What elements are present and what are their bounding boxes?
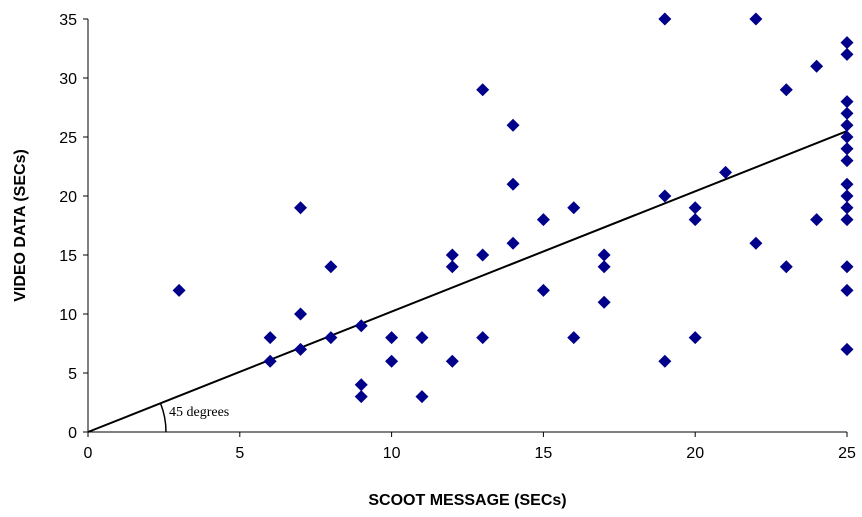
data-point xyxy=(840,260,854,274)
data-point xyxy=(840,342,854,356)
x-axis-title: SCOOT MESSAGE (SECs) xyxy=(368,492,566,509)
data-point xyxy=(779,260,793,274)
data-point xyxy=(840,142,854,156)
y-tick-label: 30 xyxy=(59,71,77,88)
x-tick-label: 0 xyxy=(84,445,93,462)
data-point xyxy=(445,248,459,262)
data-point xyxy=(445,260,459,274)
data-point xyxy=(658,354,672,368)
data-point xyxy=(749,236,763,250)
x-axis-ticks: 0 5 10 15 20 25 xyxy=(84,432,856,462)
data-point xyxy=(658,189,672,203)
y-tick-label: 15 xyxy=(59,248,77,265)
data-point xyxy=(688,331,702,345)
reference-line xyxy=(87,130,848,433)
y-tick-label: 0 xyxy=(68,425,77,442)
data-point xyxy=(840,47,854,61)
y-axis-title: VIDEO DATA (SECs) xyxy=(12,149,29,302)
data-point xyxy=(840,177,854,191)
data-point xyxy=(840,95,854,109)
y-tick-label: 35 xyxy=(59,12,77,29)
data-point xyxy=(840,213,854,227)
data-point xyxy=(445,354,459,368)
y-tick-label: 5 xyxy=(68,366,77,383)
data-point xyxy=(597,248,611,262)
y-axis-ticks: 0 5 10 15 20 25 30 35 xyxy=(59,12,88,442)
data-point xyxy=(840,201,854,215)
data-point xyxy=(840,283,854,297)
data-point xyxy=(415,390,429,404)
data-point xyxy=(688,213,702,227)
data-point xyxy=(354,390,368,404)
data-point xyxy=(840,130,854,144)
y-tick-label: 20 xyxy=(59,189,77,206)
data-point xyxy=(324,331,338,345)
x-tick-label: 25 xyxy=(838,445,856,462)
data-point xyxy=(810,59,824,73)
data-point xyxy=(749,12,763,26)
data-point xyxy=(385,331,399,345)
x-tick-label: 10 xyxy=(383,445,401,462)
data-point xyxy=(354,378,368,392)
data-point xyxy=(779,83,793,97)
data-point xyxy=(567,201,581,215)
y-tick-label: 25 xyxy=(59,130,77,147)
data-point xyxy=(506,177,520,191)
angle-annotation: 45 degrees xyxy=(169,405,229,420)
angle-arc xyxy=(159,402,167,433)
data-point xyxy=(719,165,733,179)
data-point xyxy=(354,319,368,333)
data-point xyxy=(172,283,186,297)
data-point xyxy=(536,283,550,297)
data-point xyxy=(385,354,399,368)
data-point xyxy=(658,12,672,26)
data-point xyxy=(840,154,854,168)
data-point xyxy=(506,118,520,132)
data-point xyxy=(294,342,308,356)
x-tick-label: 15 xyxy=(535,445,553,462)
data-points xyxy=(172,12,854,404)
data-point xyxy=(476,83,490,97)
data-point xyxy=(597,295,611,309)
data-point xyxy=(567,331,581,345)
data-point xyxy=(840,118,854,132)
data-point xyxy=(294,307,308,321)
data-point xyxy=(415,331,429,345)
y-tick-label: 10 xyxy=(59,307,77,324)
x-tick-label: 20 xyxy=(686,445,704,462)
data-point xyxy=(840,36,854,50)
data-point xyxy=(263,331,277,345)
data-point xyxy=(294,201,308,215)
data-point xyxy=(324,260,338,274)
data-point xyxy=(597,260,611,274)
data-point xyxy=(263,354,277,368)
data-point xyxy=(840,189,854,203)
data-point xyxy=(476,248,490,262)
data-point xyxy=(840,106,854,120)
x-tick-label: 5 xyxy=(235,445,244,462)
data-point xyxy=(506,236,520,250)
data-point xyxy=(536,213,550,227)
data-point xyxy=(688,201,702,215)
data-point xyxy=(810,213,824,227)
data-point xyxy=(476,331,490,345)
